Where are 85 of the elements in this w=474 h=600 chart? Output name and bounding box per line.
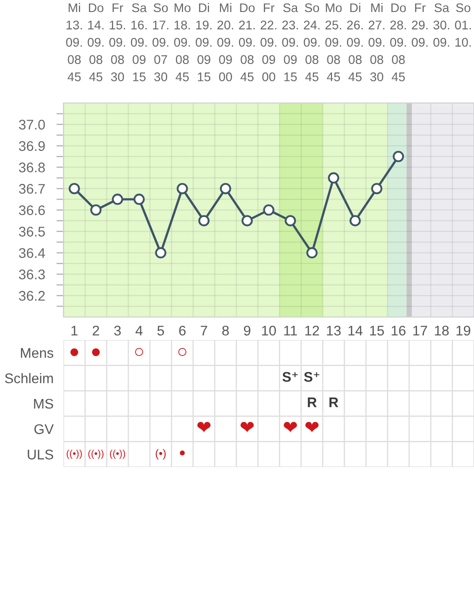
x2-tick-label: 18 [434, 326, 449, 336]
text: S⁺ [304, 372, 320, 382]
point [263, 204, 274, 216]
y-tick-label: 36.6 [18, 205, 45, 216]
x2-tick-label: 15 [370, 326, 384, 336]
y-tick-label: GV [34, 424, 54, 434]
text: ● [92, 348, 100, 356]
x2-tick-label: 19 [456, 326, 470, 336]
x2-tick-label: 9 [244, 326, 250, 336]
y-tick-label: Schleim [5, 373, 53, 384]
point [392, 150, 404, 162]
x-tick-label: Fr 15. 09. 08 30 [109, 3, 126, 82]
x2-tick-label: 3 [114, 326, 121, 336]
point [371, 182, 382, 194]
text: ○ [135, 348, 144, 356]
y-tick-label: 36.5 [18, 226, 45, 237]
x2-tick-label: 11 [284, 326, 297, 336]
x-tick-label: Mi 13. 09. 08 45 [66, 3, 82, 82]
x2-tick-label: 6 [179, 326, 186, 336]
x-tick-label: Di 26. 09. 08 45 [346, 3, 363, 82]
point [176, 182, 188, 194]
x-tick-label: Do 21. 09. 08 45 [238, 3, 255, 82]
point [242, 215, 253, 226]
text: ((•)) [66, 450, 82, 459]
x2-tick-label: 12 [305, 326, 319, 336]
text: (•) [156, 449, 166, 460]
x2-tick-label: 10 [262, 326, 276, 336]
y-tick-label: 36.8 [18, 162, 45, 172]
text: ❤ [240, 422, 254, 432]
y-tick-label: 36.4 [18, 248, 46, 258]
point [328, 172, 340, 184]
x-tick-label: Fr 22. 09. 09 00 [260, 3, 276, 82]
x-tick-label: Di 19. 09. 09 15 [196, 3, 212, 82]
x2-tick-label: 7 [200, 326, 208, 336]
point [350, 215, 361, 226]
x-tick-label: Do 28. 09. 08 45 [390, 3, 406, 82]
x-tick-label: So 24. 09. 08 45 [304, 3, 320, 82]
text: R [329, 398, 338, 408]
x2-tick-label: 14 [348, 326, 362, 336]
x-tick-label: So 01. 10. [455, 3, 471, 47]
point [68, 182, 80, 194]
point [155, 247, 166, 258]
text: S⁺ [282, 372, 298, 382]
x2-tick-label: 13 [326, 326, 341, 336]
point [306, 247, 318, 258]
x-tick-label: Mi 20. 09. 09 00 [217, 3, 234, 82]
x2-tick-label: 16 [392, 326, 406, 336]
y-tick-label: 36.3 [18, 270, 45, 280]
text: • [180, 450, 185, 456]
x-tick-label: Sa 30. 09. [433, 3, 450, 47]
y-tick-label: 36.7 [18, 184, 45, 194]
x2-tick-label: 5 [157, 326, 164, 336]
text: R [308, 398, 317, 408]
text: ((•)) [88, 450, 104, 459]
text: ((•)) [110, 450, 126, 459]
text: ❤ [305, 422, 319, 432]
y-tick-label: Mens [20, 348, 54, 358]
point [133, 194, 145, 205]
text: ❤ [284, 422, 297, 432]
x-tick-label: Mo 18. 09. 08 45 [174, 3, 190, 82]
x-tick-label: So 17. 09. 07 30 [152, 3, 168, 82]
y-tick-label: ULS [28, 450, 54, 460]
x-tick-label: Sa 23. 09. 09 15 [282, 3, 298, 82]
x2-tick-label: 17 [413, 326, 428, 336]
x-tick-label: Do 14. 09. 08 45 [88, 3, 104, 82]
x2-tick-label: 4 [136, 326, 143, 336]
point [112, 194, 124, 205]
y-tick-label: MS [34, 398, 54, 409]
point [284, 215, 296, 226]
x-tick-label: Mi 27. 09. 08 30 [368, 3, 384, 82]
point [198, 215, 210, 226]
x2-tick-label: 1 [72, 326, 78, 336]
x2-tick-label: 8 [222, 326, 229, 336]
text: ○ [178, 348, 186, 356]
y-tick-label: 36.9 [18, 141, 45, 151]
point [220, 182, 232, 194]
text: ❤ [197, 422, 211, 432]
x2-tick-label: 2 [92, 326, 100, 336]
y-tick-label: 37.0 [18, 120, 45, 130]
point [90, 204, 102, 216]
x-tick-label: Fr 29. 09. [412, 3, 428, 47]
x-tick-label: Mo 25. 09. 08 45 [325, 3, 342, 82]
y-tick-label: 36.2 [18, 290, 45, 301]
x-tick-label: Sa 16. 09. 09 15 [130, 3, 147, 82]
text: ● [70, 348, 78, 356]
